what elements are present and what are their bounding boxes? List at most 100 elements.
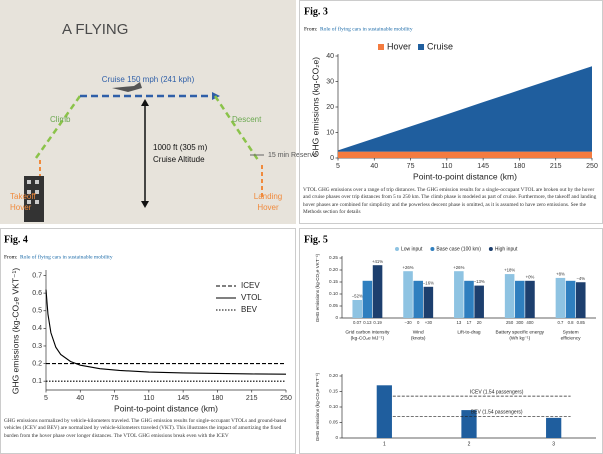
caption: VTOL GHG emissions over a range of trip … <box>303 187 599 223</box>
bar <box>566 281 576 318</box>
reference-label: ICEV (1.54 passengers) <box>470 389 524 395</box>
change-label: −4% <box>576 276 585 281</box>
category-label: (knots) <box>411 335 426 341</box>
change-label: +8% <box>556 272 565 277</box>
y-tick-label: 0.25 <box>329 255 338 260</box>
source-prefix: From: <box>304 26 318 32</box>
altitude-label: Cruise Altitude <box>153 155 205 164</box>
bar <box>403 271 413 318</box>
illustration-title: A FLYING <box>62 21 128 38</box>
x-tick-label: 145 <box>477 163 489 170</box>
cruise-label: Cruise 150 mph (241 kph) <box>102 75 195 84</box>
source-prefix: From: <box>4 254 18 260</box>
x-tick-label: 215 <box>550 163 562 170</box>
y-tick-label: 40 <box>326 53 334 60</box>
figure-label: Fig. 4 <box>4 234 28 245</box>
figure-label: Fig. 3 <box>304 6 328 17</box>
input-label: 20 <box>477 320 482 325</box>
category-label: Grid carbon intensity <box>345 329 390 335</box>
y-tick-label: 30 <box>326 78 334 85</box>
input-label: 0.85 <box>577 320 586 325</box>
change-label: +18% <box>504 268 515 273</box>
y-tick-label: 0.7 <box>32 272 42 279</box>
x-tick-label: 40 <box>76 395 84 402</box>
legend-label: ICEV <box>241 281 260 290</box>
y-tick-label: 0.15 <box>329 389 338 394</box>
x-tick-label: 75 <box>111 395 119 402</box>
y-tick-label: 10 <box>326 129 334 136</box>
y-axis-label: GHG emissions (kg-CO₂e VKT⁻¹) <box>315 253 320 322</box>
bar <box>352 300 362 318</box>
x-tick-label: 145 <box>177 395 189 402</box>
y-tick-label: 0.6 <box>32 290 42 297</box>
input-label: 250 <box>506 320 514 325</box>
bar <box>515 281 525 318</box>
area <box>338 152 592 158</box>
input-label: 0.13 <box>363 320 372 325</box>
x-tick-label: 250 <box>280 395 292 402</box>
bar <box>377 385 392 438</box>
input-label: 13 <box>456 320 461 325</box>
input-label: −30 <box>404 320 412 325</box>
takeoff-label: Takeoff <box>10 192 36 201</box>
y-tick-label: 0.2 <box>32 360 42 367</box>
y-axis-label: GHG emissions (kg-CO₂e VKT⁻¹) <box>10 268 20 394</box>
area <box>338 66 592 151</box>
legend-label: Cruise <box>427 41 453 51</box>
category-label: System <box>563 329 579 335</box>
x-tick-label: 5 <box>44 395 48 402</box>
bar <box>454 271 464 318</box>
y-tick-label: 0 <box>335 435 338 440</box>
bar <box>413 281 423 318</box>
category-label: efficiency <box>561 335 582 341</box>
bar <box>373 265 383 318</box>
bar <box>424 287 434 318</box>
bar <box>474 286 484 318</box>
change-label: −16% <box>423 280 434 285</box>
legend-label: High input <box>495 246 518 252</box>
y-tick-label: 0.20 <box>329 373 338 378</box>
source-link[interactable]: Role of flying cars in sustainable mobil… <box>320 25 413 32</box>
x-tick-label: 2 <box>468 441 471 447</box>
y-tick-label: 0.4 <box>32 325 42 332</box>
altitude-label: 1000 ft (305 m) <box>153 143 208 152</box>
input-label: 0 <box>417 320 420 325</box>
x-tick-label: 180 <box>212 395 224 402</box>
line <box>46 290 286 375</box>
landing-label: Landing <box>254 192 282 201</box>
change-label: +0% <box>526 274 535 279</box>
page: {"illustration": {"title": "A FLYING", "… <box>0 0 603 454</box>
category-label: (kg-CO₂e MJ⁻¹) <box>351 335 385 341</box>
input-label: 0.19 <box>373 320 382 325</box>
descent-label: Descent <box>232 115 262 124</box>
x-tick-label: 250 <box>586 163 598 170</box>
bar <box>525 281 535 318</box>
y-tick-label: 0.15 <box>329 279 338 284</box>
y-tick-label: 0.10 <box>329 404 338 409</box>
x-axis-label: Point-to-point distance (km) <box>114 403 218 413</box>
y-tick-label: 0 <box>335 315 338 320</box>
input-label: 400 <box>526 320 534 325</box>
y-tick-label: 0.1 <box>32 378 42 385</box>
bar <box>464 281 474 318</box>
reference-label: BEV (1.54 passengers) <box>471 410 523 416</box>
climb-label: Climb <box>50 115 71 124</box>
figure-collage: A FLYING Cruise 150 mph (241 kph) Climb … <box>0 0 603 454</box>
legend-marker <box>395 247 399 251</box>
figure-label: Fig. 5 <box>304 234 328 245</box>
x-tick-label: 1 <box>383 441 386 447</box>
source-link[interactable]: Role of flying cars in sustainable mobil… <box>20 253 113 260</box>
legend-swatch <box>378 44 384 50</box>
input-label: 300 <box>516 320 524 325</box>
bar <box>505 274 515 318</box>
bar <box>363 281 373 318</box>
x-tick-label: 215 <box>246 395 258 402</box>
change-label: +26% <box>402 265 413 270</box>
change-label: −13% <box>474 279 485 284</box>
bar <box>546 418 561 438</box>
y-tick-label: 0.05 <box>329 420 338 425</box>
y-tick-label: 20 <box>326 104 334 111</box>
caption: GHG emissions normalized by vehicle-kilo… <box>4 418 292 454</box>
x-axis-label: Point-to-point distance (km) <box>413 171 517 181</box>
bar <box>556 278 566 318</box>
